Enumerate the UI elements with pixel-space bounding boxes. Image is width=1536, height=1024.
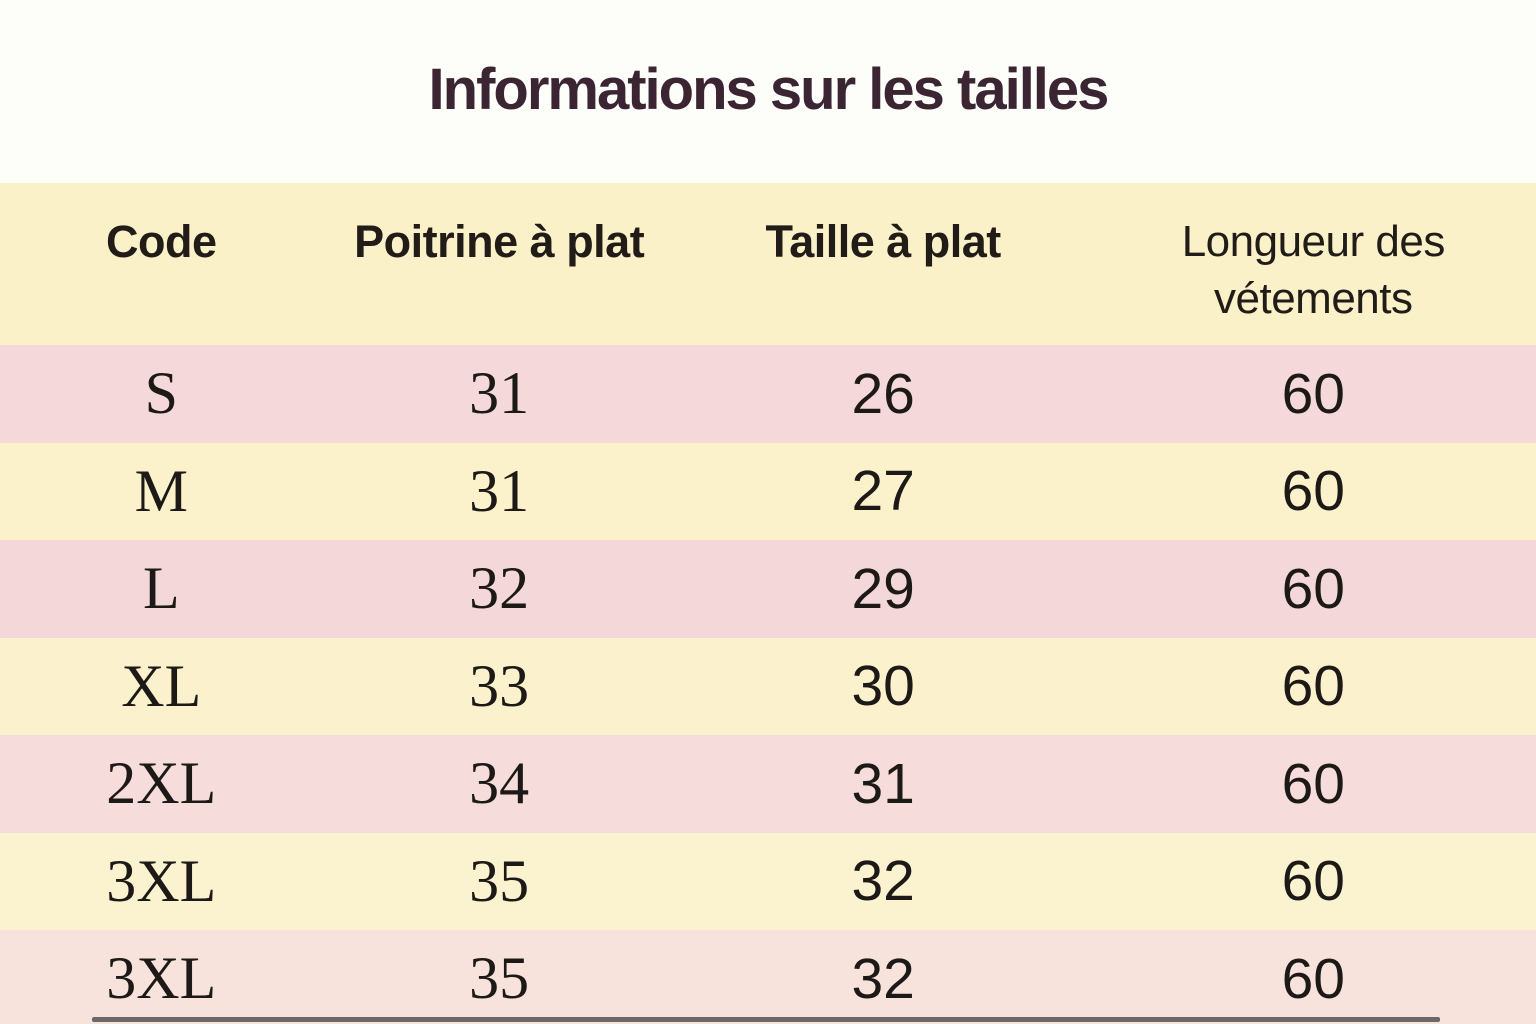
table-row: 2XL 34 31 60 — [0, 735, 1536, 833]
cell-code: M — [134, 457, 188, 524]
table-row: 3XL 35 32 60 — [0, 832, 1536, 930]
cell-poitrine: 32 — [469, 555, 530, 622]
cell-poitrine: 33 — [469, 652, 530, 719]
table-row: 3XL 35 32 60 — [0, 930, 1536, 1024]
cell-code: 3XL — [106, 945, 217, 1012]
size-table: Code Poitrine à plat Taille à plat Longu… — [0, 183, 1536, 1024]
cell-longueur: 60 — [1281, 361, 1345, 426]
cell-longueur: 60 — [1281, 849, 1345, 914]
table-row: M 31 27 60 — [0, 442, 1536, 540]
page-title: Informations sur les tailles — [428, 57, 1110, 122]
cell-code: L — [142, 555, 180, 622]
cell-taille: 30 — [851, 654, 915, 719]
cell-taille: 27 — [851, 459, 915, 524]
cell-longueur: 60 — [1281, 654, 1345, 719]
cell-longueur: 60 — [1281, 556, 1345, 621]
cell-poitrine: 31 — [469, 457, 530, 524]
cell-longueur: 60 — [1281, 751, 1345, 816]
cell-poitrine: 35 — [469, 945, 530, 1012]
cell-poitrine: 31 — [469, 360, 530, 427]
cell-taille: 32 — [851, 946, 915, 1011]
column-header-code: Code — [0, 183, 323, 345]
cell-code: S — [144, 360, 178, 427]
table-row: L 32 29 60 — [0, 540, 1536, 638]
column-header-taille: Taille à plat — [675, 183, 1091, 345]
header-row: Code Poitrine à plat Taille à plat Longu… — [0, 183, 1536, 345]
cell-poitrine: 35 — [469, 847, 530, 914]
cell-taille: 31 — [851, 751, 915, 816]
cell-code: 2XL — [106, 750, 217, 817]
cell-longueur: 60 — [1281, 946, 1345, 1011]
cell-longueur: 60 — [1281, 459, 1345, 524]
cell-taille: 29 — [851, 556, 915, 621]
cell-code: 3XL — [106, 847, 217, 914]
column-header-longueur: Longueur des vétements — [1090, 183, 1536, 345]
bottom-divider — [92, 1017, 1440, 1022]
cell-poitrine: 34 — [469, 750, 530, 817]
cell-code: XL — [121, 652, 202, 719]
table-row: XL 33 30 60 — [0, 637, 1536, 735]
cell-taille: 26 — [851, 361, 915, 426]
column-header-poitrine: Poitrine à plat — [322, 183, 676, 345]
cell-taille: 32 — [851, 849, 915, 914]
table-row: S 31 26 60 — [0, 345, 1536, 443]
